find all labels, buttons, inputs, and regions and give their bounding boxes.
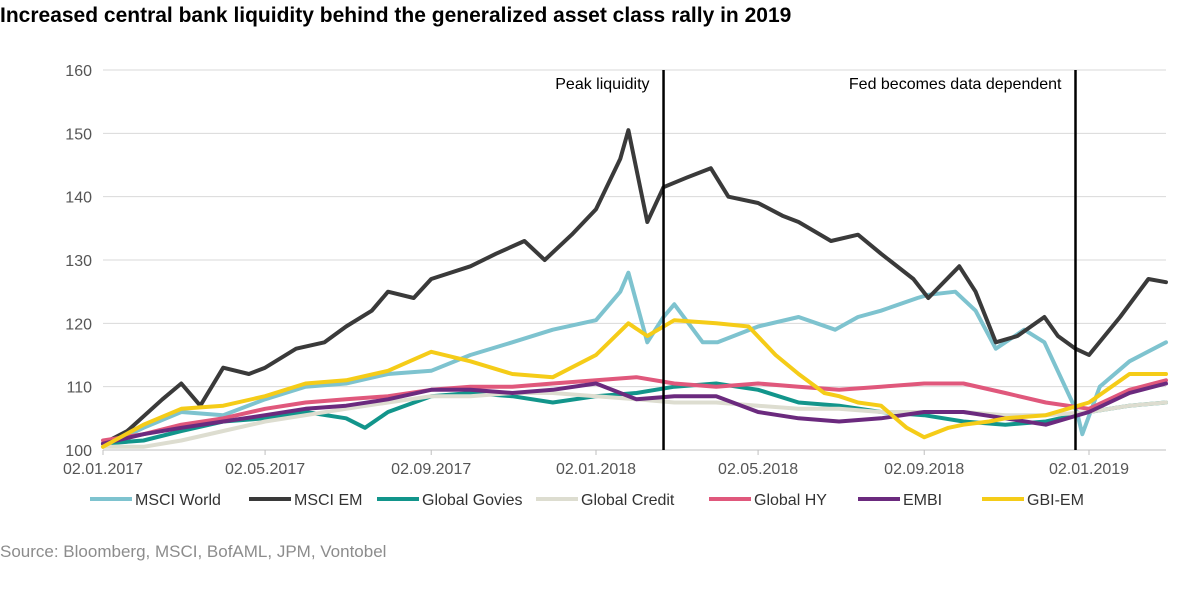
legend-label: EMBI <box>903 492 942 509</box>
series-line-global-hy <box>101 375 1168 443</box>
y-tick-label: 110 <box>66 380 92 397</box>
annotation-label: Peak liquidity <box>555 76 649 93</box>
annotations: Peak liquidity Fed becomes data dependent <box>555 70 1077 450</box>
series-lines <box>101 128 1168 449</box>
y-axis-ticks: 100 110 120 130 140 150 160 <box>65 63 92 460</box>
x-tick-label: 02.05.2017 <box>225 461 305 478</box>
legend-label: Global Govies <box>422 492 523 509</box>
legend-label: MSCI EM <box>294 492 362 509</box>
y-tick-label: 120 <box>65 316 92 333</box>
y-tick-label: 140 <box>65 190 92 207</box>
legend-label: GBI-EM <box>1027 492 1084 509</box>
legend-label: Global Credit <box>581 492 675 509</box>
y-tick-label: 150 <box>65 126 92 143</box>
x-tick-label: 02.09.2018 <box>884 461 964 478</box>
legend-label: MSCI World <box>135 492 221 509</box>
x-tick-label: 02.01.2019 <box>1049 461 1129 478</box>
x-tick-label: 02.09.2017 <box>391 461 471 478</box>
y-tick-label: 160 <box>65 63 92 80</box>
chart-title: Increased central bank liquidity behind … <box>0 4 792 27</box>
annotation-label: Fed becomes data dependent <box>849 76 1062 93</box>
y-tick-label: 130 <box>65 253 92 270</box>
x-axis-ticks: 02.01.2017 02.05.2017 02.09.2017 02.01.2018… <box>63 450 1129 478</box>
source-note: Source: Bloomberg, MSCI, BofAML, JPM, Vo… <box>0 542 387 561</box>
series-line-embi <box>101 381 1168 446</box>
series-line-msci-em <box>101 128 1168 446</box>
x-tick-label: 02.05.2018 <box>718 461 798 478</box>
legend-label: Global HY <box>754 492 827 509</box>
x-tick-label: 02.01.2018 <box>556 461 636 478</box>
legend: MSCI World MSCI EM Global Govies Global Cre… <box>90 492 1084 509</box>
y-tick-label: 100 <box>65 443 92 460</box>
x-tick-label: 02.01.2017 <box>63 461 143 478</box>
series-line-gbi-em <box>101 318 1168 449</box>
